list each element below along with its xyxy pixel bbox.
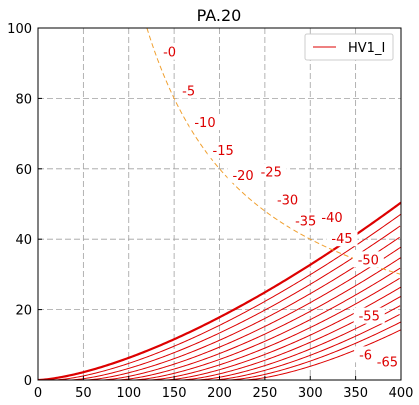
curve-label: -30 [277,193,298,208]
curve-label: -0 [163,46,176,61]
legend-label: HV1_I [348,41,385,56]
plate-curve--5 [53,214,401,380]
y-tick-label: 40 [15,233,32,248]
curve-label: -50 [358,253,379,268]
x-tick-label: 250 [252,386,277,401]
curve-label-bg [354,346,378,363]
x-tick-label: 0 [34,386,42,401]
y-tick-label: 100 [7,22,32,37]
x-tick-label: 400 [389,386,414,401]
legend: HV1_I [304,33,394,61]
curve-label: -15 [213,144,234,159]
curve-label: -65 [377,355,398,370]
plate-curve--6 [228,321,401,380]
curve-label-bg [272,191,304,208]
curve-label-bg [353,307,385,324]
chart-title: PA.20 [197,6,242,25]
curve-label: -45 [331,232,352,247]
curve-label-bg [371,353,403,370]
x-tick-label: 300 [298,386,323,401]
curve-label-bg [189,114,221,131]
curve-label-bg [177,82,201,99]
curve-label: -6 [359,348,372,363]
x-tick-label: 200 [207,386,232,401]
curve-label: -35 [295,215,316,230]
curve-label-bg [207,142,239,159]
curve-label-bg [326,230,358,247]
curve-label-bg [255,163,287,180]
curve-label: -20 [232,169,253,184]
y-tick-label: 80 [15,92,32,107]
plate-curve--30 [133,267,401,380]
curve-label: -40 [321,211,342,226]
max-dissipation-curve [146,28,401,275]
curve-label: -5 [182,84,195,99]
plate-curve--35 [149,277,400,380]
curves [38,28,401,380]
grid [38,28,401,380]
y-tick-label: 20 [15,304,32,319]
curve-label: -55 [359,310,380,325]
plate-curve--15 [85,236,400,380]
curve-label: -25 [261,165,282,180]
curve-label-bg [227,166,259,183]
plate-curve--25 [117,257,401,380]
y-tick-label: 0 [24,374,32,389]
curve-label-bg [352,251,384,268]
curve-label-bg [158,43,182,60]
y-tick-label: 60 [15,163,32,178]
axis-ticks: 0 50 100 150 200 250 300 350 400 0 20 40 60 80 100 [7,22,413,401]
plate-curve--10 [69,225,401,380]
curve-labels: -0 -5 -10 -15 -20 -25 -30 -35 -40 -45 -50 -55 -6 -65 [158,43,403,370]
x-tick-label: 50 [75,386,92,401]
plate-curve--65 [244,329,401,380]
x-tick-label: 100 [116,386,141,401]
x-tick-label: 350 [343,386,368,401]
curve-label-bg [316,209,348,226]
curve-label-bg [290,212,322,229]
curve-label: -10 [194,116,215,131]
plate-curve--55 [212,313,400,380]
legend-box [304,33,394,61]
plate-curve--20 [101,246,401,380]
x-tick-label: 150 [162,386,187,401]
